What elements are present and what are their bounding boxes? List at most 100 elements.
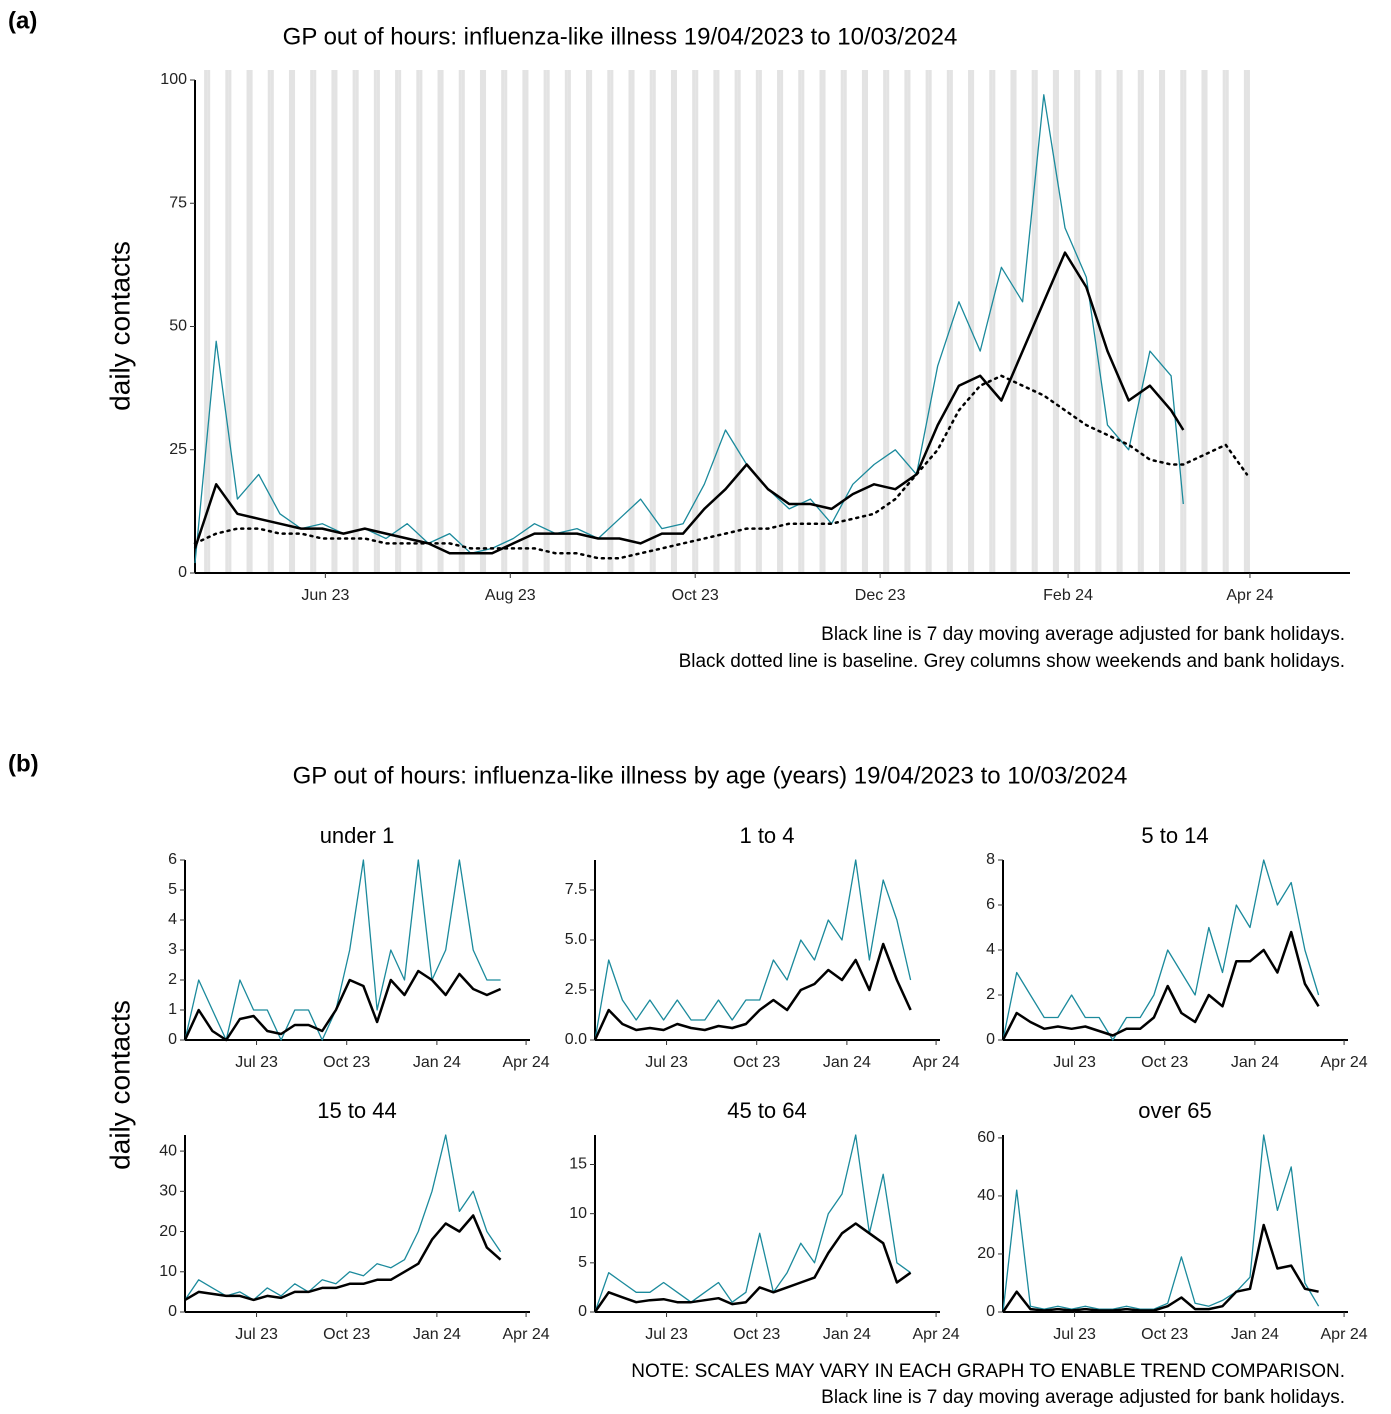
weekend-column — [1119, 70, 1123, 573]
weekend-column — [246, 70, 250, 573]
y-tick-label: 25 — [169, 441, 187, 458]
weekend-column — [755, 70, 759, 573]
weekend-column — [946, 70, 950, 573]
weekend-column — [1140, 70, 1144, 573]
facet-title: 1 to 4 — [739, 823, 794, 848]
weekend-column — [758, 70, 762, 573]
x-tick-label: Apr 24 — [913, 1054, 960, 1071]
weekend-column — [288, 70, 293, 573]
weekend-column — [267, 70, 271, 573]
x-tick-label: Oct 23 — [323, 1054, 370, 1071]
y-tick-label: 0.0 — [565, 1031, 587, 1048]
y-tick-label: 1 — [168, 1001, 177, 1018]
y-tick-label: 0 — [178, 564, 187, 581]
series-line — [1002, 1134, 1320, 1313]
weekend-column — [419, 70, 423, 573]
y-tick-label: 0 — [986, 1303, 995, 1320]
weekend-column — [398, 70, 402, 573]
x-tick-label: Dec 23 — [855, 587, 906, 604]
y-tick-label: 0 — [578, 1303, 587, 1320]
x-tick-label: Oct 23 — [733, 1326, 780, 1343]
x-tick-label: Apr 24 — [1321, 1054, 1368, 1071]
weekend-column — [864, 70, 868, 573]
weekend-column — [886, 70, 890, 573]
y-axis-label: daily contacts — [104, 241, 135, 411]
x-tick-label: Oct 23 — [1141, 1054, 1188, 1071]
facet-title: 5 to 14 — [1141, 823, 1208, 848]
weekend-column — [1031, 70, 1035, 573]
weekend-column — [1180, 70, 1184, 573]
weekend-column — [1246, 70, 1250, 573]
weekend-column — [971, 70, 975, 573]
weekend-column — [1013, 70, 1017, 573]
weekend-column — [589, 70, 593, 573]
weekend-column — [586, 70, 590, 573]
x-tick-label: Jan 24 — [823, 1054, 871, 1071]
y-tick-label: 5 — [168, 881, 177, 898]
weekend-column — [692, 70, 696, 573]
series-line — [193, 251, 1185, 555]
x-tick-label: Oct 23 — [323, 1326, 370, 1343]
weekend-column — [461, 70, 465, 573]
y-tick-label: 40 — [159, 1142, 177, 1159]
weekend-column — [1074, 70, 1078, 573]
weekend-column — [416, 70, 420, 573]
weekend-column — [1052, 70, 1056, 573]
series-line — [593, 1222, 912, 1313]
y-tick-label: 50 — [169, 318, 187, 335]
weekend-column — [1204, 70, 1208, 573]
weekend-column — [713, 70, 717, 573]
y-tick-label: 2.5 — [565, 981, 587, 998]
weekend-column — [798, 70, 802, 573]
x-tick-label: Apr 24 — [503, 1326, 550, 1343]
weekend-column — [1116, 70, 1120, 573]
y-tick-label: 8 — [986, 851, 995, 868]
y-tick-label: 60 — [977, 1129, 995, 1146]
series-line — [594, 1134, 911, 1313]
weekend-column — [695, 70, 699, 573]
y-tick-label: 0 — [168, 1303, 177, 1320]
weekend-column — [628, 70, 632, 573]
weekend-column — [564, 70, 568, 573]
weekend-column — [501, 70, 505, 573]
weekend-column — [334, 70, 338, 573]
weekend-column — [567, 70, 571, 573]
weekend-column — [840, 70, 844, 573]
weekend-column — [610, 70, 614, 573]
x-tick-label: Apr 24 — [503, 1054, 550, 1071]
x-tick-label: Apr 24 — [1226, 587, 1273, 604]
weekend-column — [1159, 70, 1163, 573]
note: Black line is 7 day moving average adjus… — [821, 624, 1345, 645]
x-tick-label: Jul 23 — [235, 1326, 278, 1343]
facet-title: over 65 — [1138, 1098, 1211, 1123]
y-tick-label: 6 — [168, 851, 177, 868]
y-tick-label: 4 — [986, 941, 995, 958]
y-tick-label: 10 — [159, 1263, 177, 1280]
y-tick-label: 40 — [977, 1187, 995, 1204]
weekend-column — [522, 70, 526, 573]
series-line — [1001, 1223, 1319, 1313]
weekend-column — [883, 70, 887, 573]
weekend-column — [949, 70, 953, 573]
x-tick-label: Jul 23 — [1053, 1326, 1096, 1343]
weekend-column — [228, 70, 232, 573]
weekend-column — [631, 70, 635, 573]
weekend-column — [1055, 70, 1059, 573]
weekend-column — [458, 70, 462, 573]
series-line — [594, 859, 912, 1041]
x-tick-label: Jan 24 — [823, 1326, 871, 1343]
weekend-column — [780, 70, 784, 573]
weekend-column — [819, 70, 823, 573]
y-tick-label: 30 — [159, 1183, 177, 1200]
y-tick-label: 3 — [168, 941, 177, 958]
weekend-column — [482, 70, 487, 573]
y-axis-label: daily contacts — [104, 1000, 135, 1170]
weekend-column — [904, 70, 908, 573]
weekend-column — [373, 70, 377, 573]
weekend-column — [649, 70, 653, 573]
y-tick-label: 75 — [169, 194, 187, 211]
weekend-column — [777, 70, 781, 573]
y-tick-label: 4 — [168, 911, 177, 928]
